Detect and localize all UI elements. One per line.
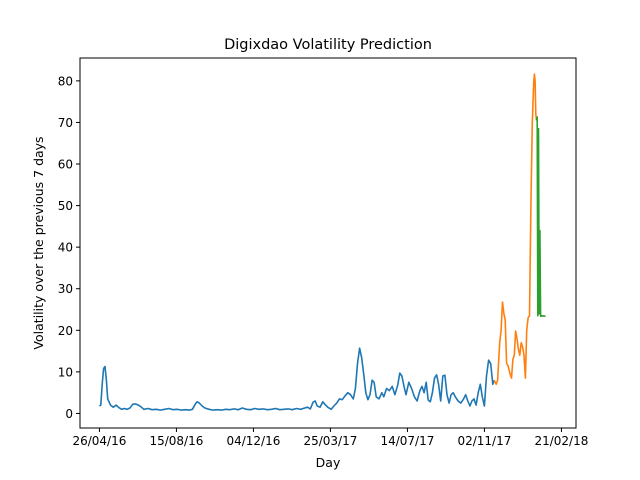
plot-area	[80, 58, 576, 428]
historical-volatility-line	[98, 347, 495, 411]
y-tick-label: 0	[65, 407, 73, 421]
y-tick-label: 80	[58, 74, 73, 88]
x-axis: 26/04/16 15/08/16 04/12/16 25/03/17 14/07/17…	[72, 428, 588, 448]
x-tick-label: 21/02/18	[534, 434, 588, 448]
y-tick-label: 30	[58, 282, 73, 296]
x-tick-label: 25/03/17	[303, 434, 357, 448]
x-tick-label: 26/04/16	[72, 434, 126, 448]
y-tick-label: 40	[58, 241, 73, 255]
y-tick-label: 20	[58, 324, 73, 338]
y-tick-label: 10	[58, 365, 73, 379]
test-volatility-line	[535, 116, 546, 318]
y-axis: 0 10 20 30 40 50 60 70 80	[58, 74, 80, 421]
y-axis-label: Volatility over the previous 7 days	[31, 136, 46, 349]
x-tick-label: 04/12/16	[226, 434, 280, 448]
x-tick-label: 15/08/16	[149, 434, 203, 448]
y-tick-label: 60	[58, 158, 73, 172]
axes-frame	[79, 57, 577, 429]
predicted-volatility-line	[493, 73, 538, 386]
x-axis-label: Day	[316, 455, 341, 470]
y-tick-label: 50	[58, 199, 73, 213]
series-layer	[98, 73, 546, 411]
chart-title: Digixdao Volatility Prediction	[224, 37, 432, 53]
y-tick-label: 70	[58, 116, 73, 130]
x-tick-label: 02/11/17	[457, 434, 511, 448]
x-tick-label: 14/07/17	[380, 434, 434, 448]
